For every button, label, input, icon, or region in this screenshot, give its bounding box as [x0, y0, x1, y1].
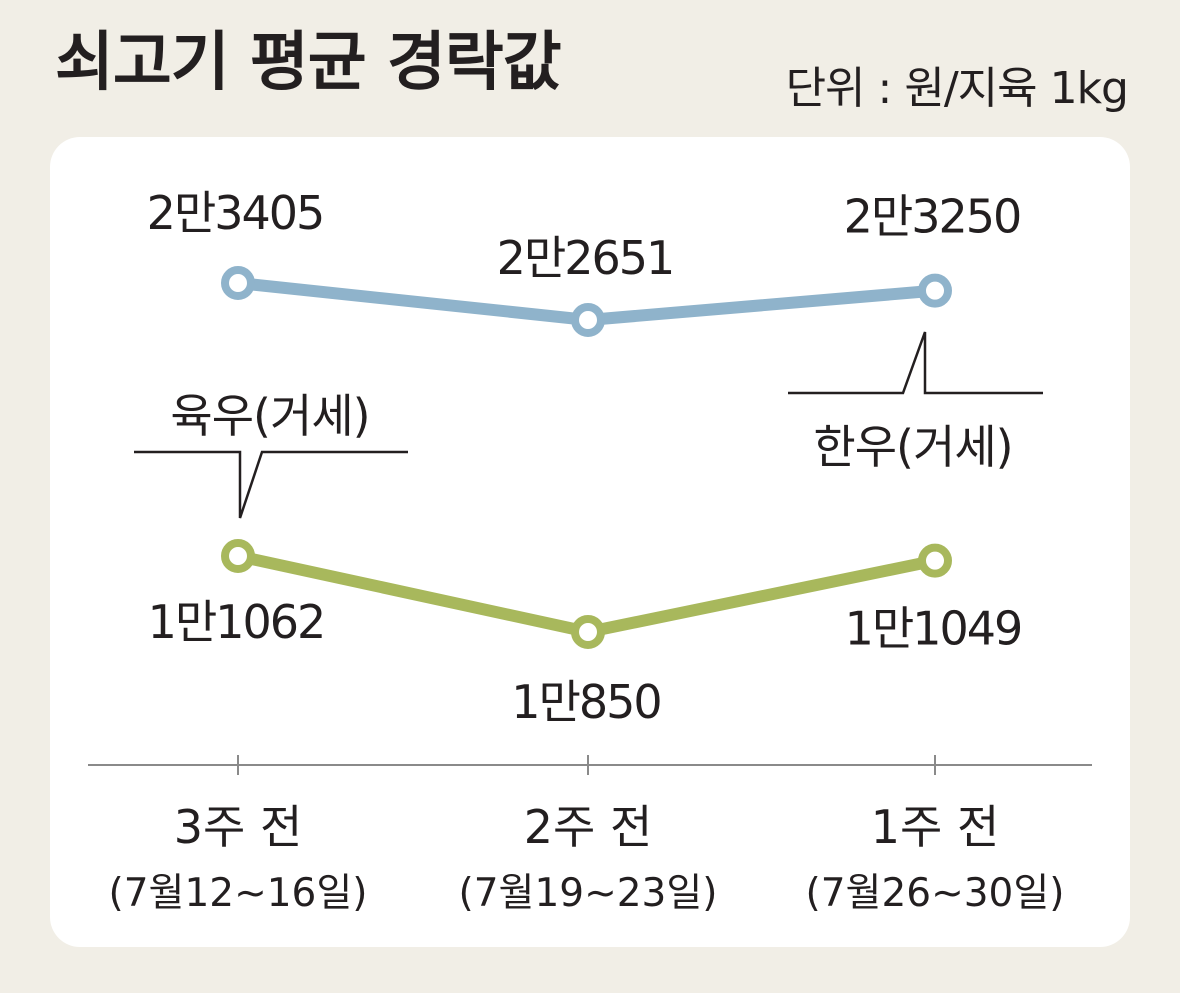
x-tick-label: 2주 전	[524, 800, 653, 854]
series-point	[221, 266, 255, 300]
x-tick-sublabel: (7월19~23일)	[459, 871, 718, 916]
legend-callout	[788, 331, 1043, 395]
x-tick-label: 3주 전	[174, 800, 303, 854]
series-point	[571, 615, 605, 649]
data-label: 2만3250	[844, 190, 1021, 244]
legend-callout	[134, 450, 408, 519]
x-tick-sublabel: (7월26~30일)	[806, 871, 1065, 916]
data-label: 1만1049	[845, 602, 1022, 656]
legend-label: 육우(거세)	[170, 389, 369, 443]
data-label: 1만850	[511, 675, 660, 729]
series-point	[918, 543, 952, 578]
data-label: 2만2651	[497, 231, 674, 285]
data-label: 2만3405	[147, 186, 324, 240]
x-tick-sublabel: (7월12~16일)	[109, 871, 368, 916]
series-point	[918, 273, 952, 308]
unit-label: 단위 : 원/지육 1kg	[785, 63, 1129, 114]
data-label: 1만1062	[148, 595, 325, 649]
x-tick-label: 1주 전	[871, 800, 1000, 854]
legend-label: 한우(거세)	[813, 420, 1012, 474]
chart-title: 쇠고기 평균 경락값	[55, 26, 562, 100]
series-point	[221, 539, 255, 573]
series-point	[571, 303, 605, 337]
